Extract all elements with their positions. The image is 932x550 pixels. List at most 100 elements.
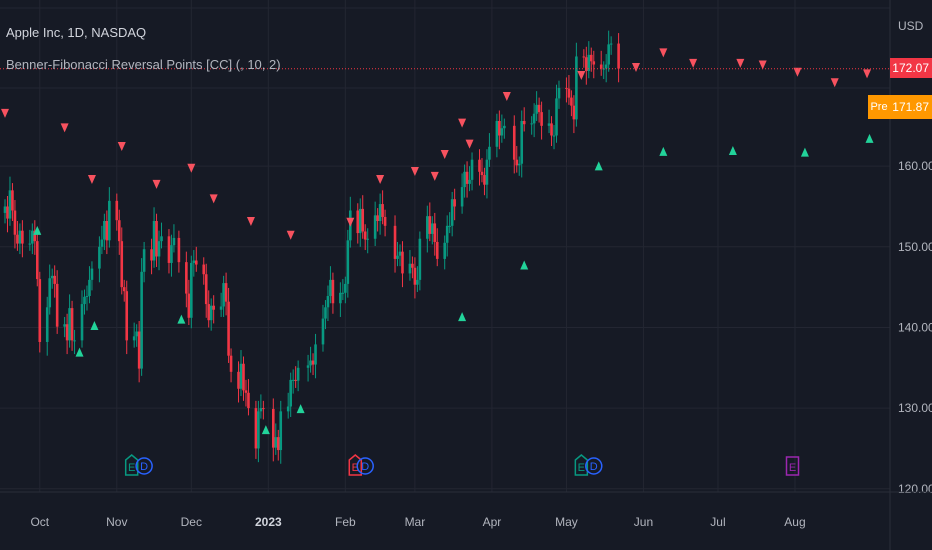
earnings-marker[interactable]: E: [574, 454, 589, 476]
candle: [485, 149, 489, 199]
candle: [329, 266, 332, 304]
candle-body: [366, 238, 369, 240]
candle: [98, 236, 101, 283]
candle: [80, 290, 84, 348]
candle: [341, 279, 345, 301]
candle-body: [185, 262, 188, 294]
candle-body: [418, 238, 422, 280]
candle-body: [38, 279, 42, 342]
buy-signal-marker: [520, 260, 529, 270]
candle-body: [105, 220, 109, 241]
candle-body: [135, 331, 138, 337]
candle-body: [140, 271, 143, 369]
sell-signal-marker: [209, 194, 218, 204]
candle-body: [3, 206, 7, 213]
candle: [411, 256, 414, 279]
buy-signal-marker: [33, 225, 42, 235]
dividend-label: D: [361, 461, 369, 473]
candle: [408, 250, 412, 281]
candle: [194, 246, 198, 272]
candle: [498, 110, 501, 150]
candle-body: [599, 64, 603, 69]
time-axis-label: Oct: [30, 515, 49, 529]
buy-signal-marker: [75, 347, 84, 357]
candle-body: [103, 220, 106, 240]
candle: [202, 257, 206, 285]
candle: [274, 423, 278, 455]
candle-body: [552, 135, 556, 137]
candle-body: [401, 251, 404, 274]
candle-body: [470, 159, 474, 180]
candle-body: [324, 307, 327, 319]
candle-body: [63, 324, 66, 327]
earnings-marker[interactable]: E: [124, 454, 139, 476]
candle: [237, 361, 240, 403]
candle-body: [108, 200, 111, 241]
candle: [259, 394, 263, 419]
candle-body: [8, 190, 12, 219]
candle-body: [291, 379, 295, 381]
candle-body: [306, 365, 310, 368]
candle: [103, 213, 106, 251]
time-axis-label: Apr: [483, 515, 502, 529]
sell-signal-marker: [736, 58, 745, 68]
candle: [222, 275, 225, 317]
candle: [555, 84, 558, 143]
candle: [157, 230, 161, 271]
candle: [85, 285, 89, 311]
candle-body: [83, 296, 86, 305]
candle: [35, 227, 39, 287]
candle: [276, 429, 280, 461]
candle: [160, 222, 163, 249]
sell-signal-marker: [830, 78, 839, 88]
candle-body: [378, 204, 382, 221]
candle: [289, 372, 292, 417]
candle: [100, 225, 104, 255]
candle: [557, 80, 561, 109]
candle-body: [480, 171, 484, 176]
candle-body: [604, 64, 608, 69]
candle: [294, 366, 297, 388]
candle-body: [187, 293, 191, 318]
candle: [152, 207, 156, 268]
candle: [50, 268, 54, 289]
candle-body: [331, 279, 335, 304]
candle: [125, 280, 129, 355]
earnings-marker[interactable]: E: [785, 456, 800, 476]
candle: [122, 279, 126, 302]
candle-body: [177, 237, 181, 263]
candle: [589, 47, 593, 72]
dividend-marker[interactable]: D: [585, 457, 603, 475]
candle: [83, 289, 86, 315]
candle: [120, 227, 124, 295]
candle-body: [433, 223, 437, 242]
candle: [443, 235, 447, 270]
candle-body: [522, 120, 526, 125]
candle-body: [115, 200, 119, 221]
candle: [418, 231, 422, 291]
candle: [381, 190, 384, 225]
chart-title[interactable]: Apple Inc, 1D, NASDAQ: [6, 25, 147, 40]
dividend-marker[interactable]: D: [356, 457, 374, 475]
candle-body: [515, 159, 519, 166]
candle: [8, 176, 12, 226]
candle-body: [478, 159, 481, 172]
candle: [279, 400, 283, 464]
dividend-marker[interactable]: D: [135, 457, 153, 475]
study-legend[interactable]: Benner-Fibonacci Reversal Points [CC] (,…: [6, 57, 281, 72]
candle-body: [517, 163, 521, 166]
candle-body: [495, 120, 499, 147]
candle-body: [207, 304, 211, 321]
earnings-marker[interactable]: E: [348, 454, 363, 476]
candle-body: [450, 199, 454, 226]
candle: [520, 110, 524, 178]
time-axis-label: Aug: [784, 515, 805, 529]
candle: [212, 295, 215, 324]
candle: [460, 173, 464, 214]
candle: [13, 200, 17, 249]
candle: [470, 152, 474, 191]
candle-body: [503, 125, 506, 129]
candle: [207, 290, 211, 328]
sell-signal-marker: [430, 171, 439, 181]
